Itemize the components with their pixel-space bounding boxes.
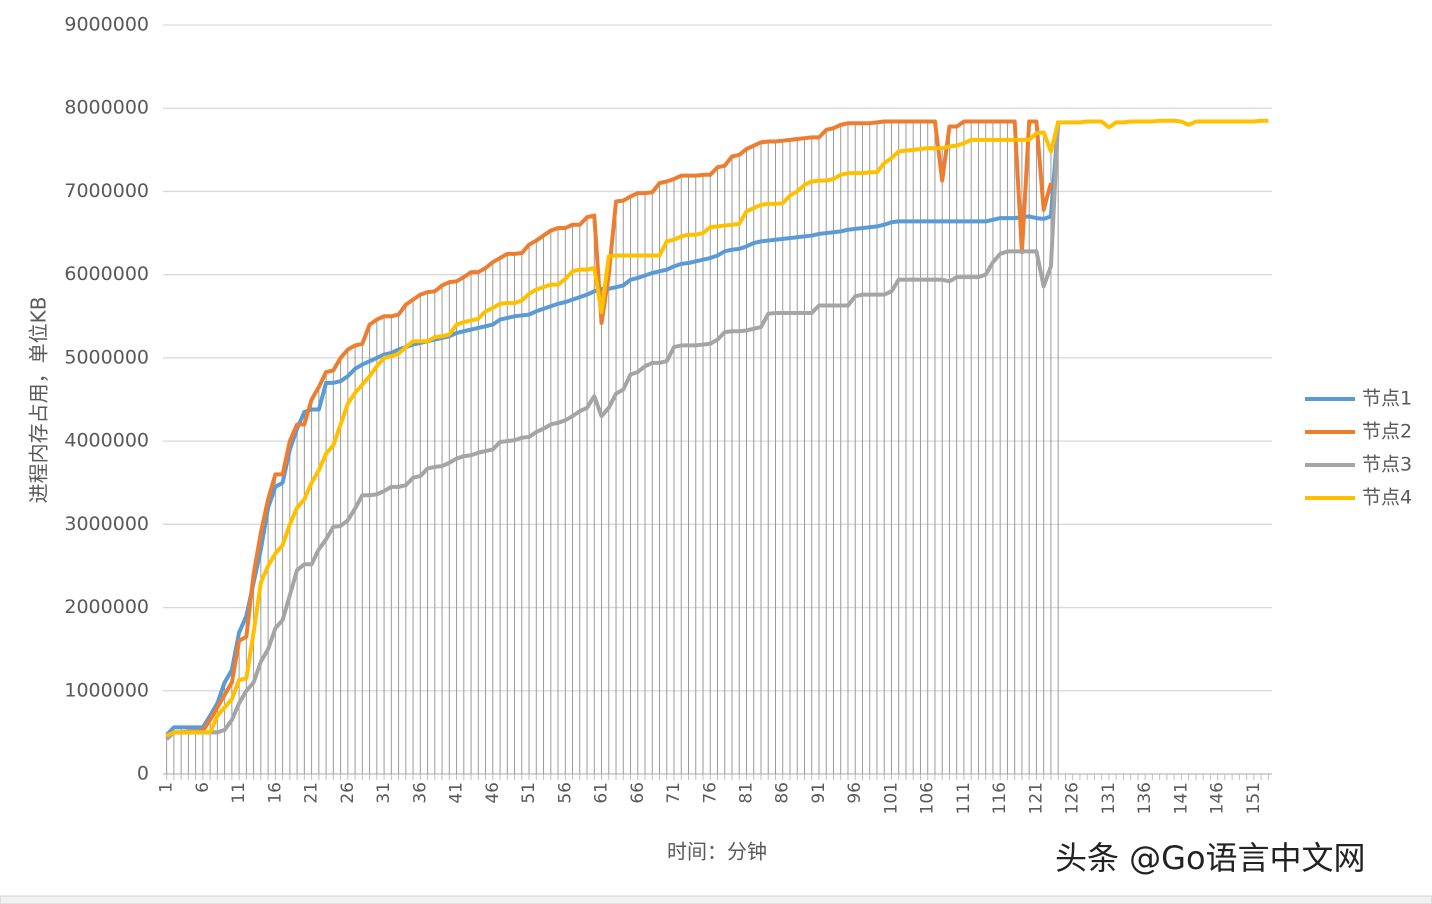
x-tick-label: 121 <box>1026 782 1046 814</box>
x-tick-label: 21 <box>302 782 322 804</box>
x-tick-label: 16 <box>265 782 285 804</box>
x-tick-label: 81 <box>736 782 756 804</box>
y-tick-label: 0 <box>137 763 149 785</box>
y-tick-label: 7000000 <box>64 180 149 202</box>
x-tick-label: 91 <box>809 782 829 804</box>
y-tick-label: 5000000 <box>64 346 149 368</box>
x-tick-label: 6 <box>193 782 213 793</box>
x-tick-label: 86 <box>773 782 793 804</box>
y-tick-label: 4000000 <box>64 430 149 452</box>
y-tick-label: 3000000 <box>64 513 149 535</box>
x-tick-label: 151 <box>1244 782 1264 814</box>
x-tick-label: 76 <box>700 782 720 804</box>
y-tick-label: 8000000 <box>64 97 149 119</box>
x-tick-label: 36 <box>410 782 430 804</box>
x-tick-label: 131 <box>1099 782 1119 814</box>
x-tick-label: 66 <box>628 782 648 804</box>
x-tick-label: 136 <box>1135 782 1155 814</box>
x-tick-label: 141 <box>1171 782 1191 814</box>
x-axis-title: 时间：分钟 <box>667 840 767 864</box>
x-tick-label: 1 <box>157 782 177 793</box>
drop-lines <box>166 120 1059 774</box>
x-tick-label: 51 <box>519 782 539 804</box>
series-line <box>165 120 1061 741</box>
x-tick-label: 126 <box>1063 782 1083 814</box>
y-tick-label: 1000000 <box>64 679 149 701</box>
series-line <box>165 119 1053 741</box>
x-tick-label: 71 <box>664 782 684 804</box>
series-line <box>165 118 1269 738</box>
x-tick-label: 111 <box>954 782 974 814</box>
x-tick-label: 61 <box>592 782 612 804</box>
y-tick-label: 2000000 <box>64 596 149 618</box>
legend-label: 节点1 <box>1362 388 1412 410</box>
x-tick-label: 31 <box>374 782 394 804</box>
x-tick-label: 146 <box>1208 782 1228 814</box>
sheet-strip <box>0 895 1432 904</box>
x-tick-label: 106 <box>918 782 938 814</box>
labels: 0 1000000 2000000 3000000 4000000 5000000 6000… <box>64 14 1412 815</box>
x-tick-label: 96 <box>845 782 865 804</box>
y-tick-label: 6000000 <box>64 263 149 285</box>
x-tick-label: 11 <box>229 782 249 804</box>
legend-label: 节点4 <box>1362 487 1412 509</box>
x-tick-label: 56 <box>555 782 575 804</box>
y-axis-title: 进程内存占用，单位KB <box>27 297 51 504</box>
x-tick-label: 26 <box>338 782 358 804</box>
series-lines <box>165 118 1269 741</box>
x-tick-label: 41 <box>447 782 467 804</box>
x-tick-label: 46 <box>483 782 503 804</box>
x-tick-label: 116 <box>990 782 1010 814</box>
x-tick-label: 101 <box>881 782 901 814</box>
watermark: 头条 @Go语言中文网 <box>1055 839 1366 877</box>
y-tick-label: 9000000 <box>64 14 149 36</box>
legend-label: 节点2 <box>1362 421 1412 443</box>
series-line <box>165 122 1061 737</box>
legend-label: 节点3 <box>1362 454 1412 476</box>
